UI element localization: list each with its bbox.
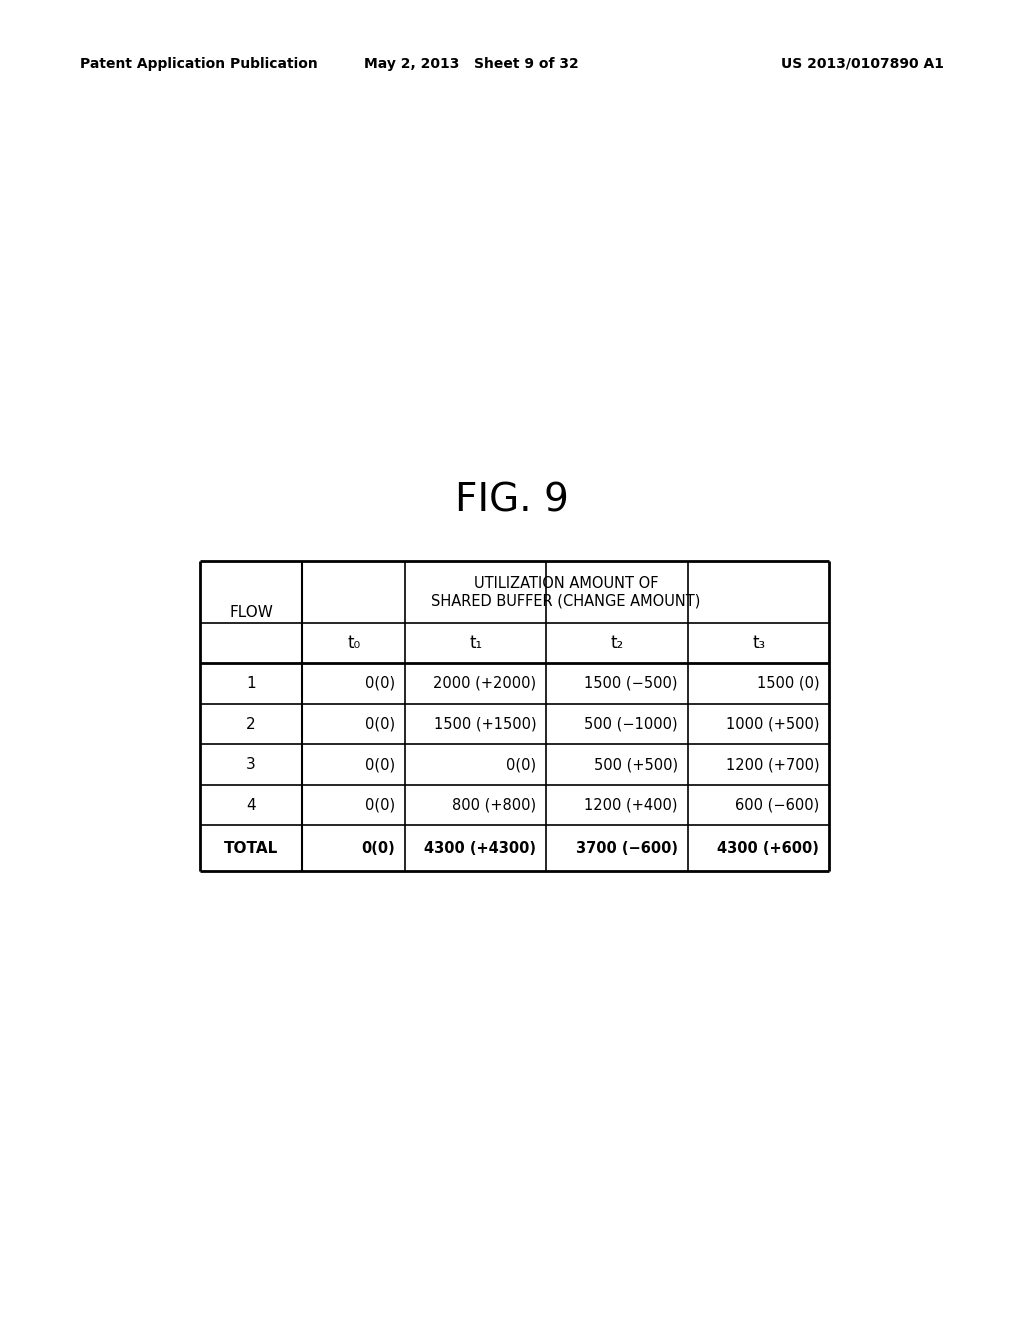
Text: 1000 (+500): 1000 (+500): [726, 717, 819, 731]
Text: May 2, 2013   Sheet 9 of 32: May 2, 2013 Sheet 9 of 32: [364, 57, 579, 71]
Text: 1500 (0): 1500 (0): [757, 676, 819, 690]
Text: 4: 4: [246, 797, 256, 813]
Text: 500 (−1000): 500 (−1000): [584, 717, 678, 731]
Text: UTILIZATION AMOUNT OF
SHARED BUFFER (CHANGE AMOUNT): UTILIZATION AMOUNT OF SHARED BUFFER (CHA…: [431, 576, 700, 609]
Text: 4300 (+600): 4300 (+600): [718, 841, 819, 855]
Text: 1200 (+700): 1200 (+700): [726, 758, 819, 772]
Text: 0(0): 0(0): [365, 676, 394, 690]
Text: 2000 (+2000): 2000 (+2000): [433, 676, 537, 690]
Text: t₁: t₁: [469, 634, 482, 652]
Text: 3700 (−600): 3700 (−600): [575, 841, 678, 855]
Text: 0(0): 0(0): [361, 841, 394, 855]
Text: 3: 3: [246, 758, 256, 772]
Text: t₂: t₂: [610, 634, 624, 652]
Text: 1500 (−500): 1500 (−500): [585, 676, 678, 690]
Text: 0(0): 0(0): [365, 717, 394, 731]
Text: Patent Application Publication: Patent Application Publication: [80, 57, 317, 71]
Text: t₀: t₀: [347, 634, 360, 652]
Text: 1: 1: [246, 676, 256, 690]
Text: 600 (−600): 600 (−600): [735, 797, 819, 813]
Text: US 2013/0107890 A1: US 2013/0107890 A1: [781, 57, 944, 71]
Text: 0(0): 0(0): [506, 758, 537, 772]
Text: 4300 (+4300): 4300 (+4300): [424, 841, 537, 855]
Text: TOTAL: TOTAL: [224, 841, 279, 855]
Text: 0(0): 0(0): [365, 758, 394, 772]
Text: 0(0): 0(0): [365, 797, 394, 813]
Text: 500 (+500): 500 (+500): [594, 758, 678, 772]
Text: 1500 (+1500): 1500 (+1500): [433, 717, 537, 731]
Text: FIG. 9: FIG. 9: [455, 482, 569, 520]
Text: 800 (+800): 800 (+800): [453, 797, 537, 813]
Text: 2: 2: [246, 717, 256, 731]
Text: 1200 (+400): 1200 (+400): [585, 797, 678, 813]
Text: t₃: t₃: [753, 634, 765, 652]
Text: FLOW: FLOW: [229, 605, 273, 619]
